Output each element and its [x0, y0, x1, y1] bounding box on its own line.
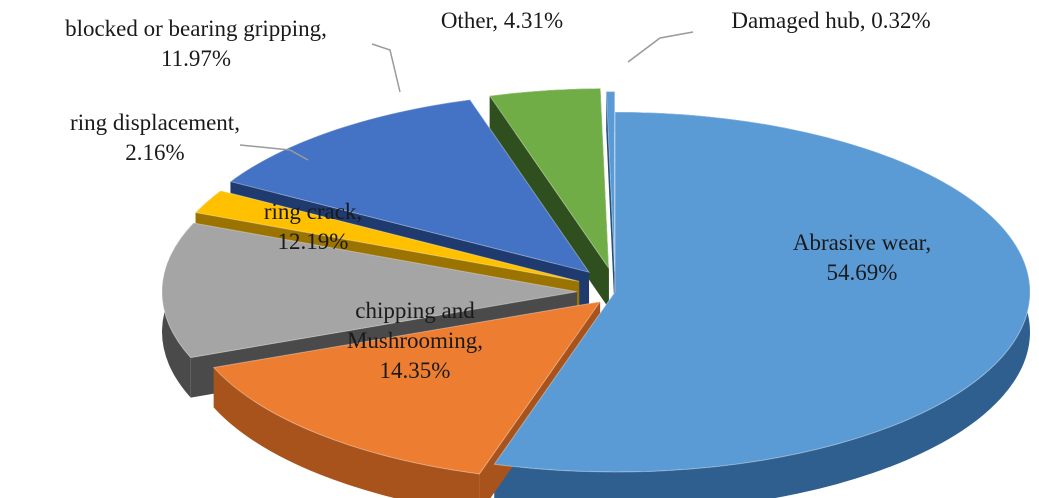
slice-6: [605, 91, 616, 272]
slice-3: [194, 190, 580, 282]
slice-label-4: blocked or bearing gripping, 11.97%: [65, 16, 327, 71]
slice-4: [229, 99, 591, 274]
leader-line-6: [627, 31, 694, 63]
slice-wall-a-5: [489, 95, 609, 309]
slice-label-3: ring displacement, 2.16%: [70, 110, 240, 165]
slice-label-2: ring crack, 12.19%: [264, 199, 362, 254]
slice-label-0: Abrasive wear, 54.69%: [793, 230, 931, 285]
slice-label-6: Damaged hub, 0.32%: [731, 8, 930, 33]
slice-1: [212, 301, 602, 475]
slice-side-1: [213, 367, 480, 498]
slice-0: [493, 111, 1031, 473]
slice-labels: Abrasive wear, 54.69% chipping and Mushroom…: [65, 8, 931, 383]
slice-label-1: chipping and Mushrooming, 14.35%: [347, 298, 483, 383]
leader-line-4: [371, 43, 401, 93]
slice-wall-a-6: [606, 91, 615, 312]
leader-line-3: [239, 144, 309, 161]
slice-5: [488, 87, 610, 271]
slice-label-5: Other, 4.31%: [441, 8, 563, 33]
pie-top-layer: [161, 87, 1031, 475]
leader-lines: [239, 31, 694, 161]
slice-2: [161, 222, 578, 359]
